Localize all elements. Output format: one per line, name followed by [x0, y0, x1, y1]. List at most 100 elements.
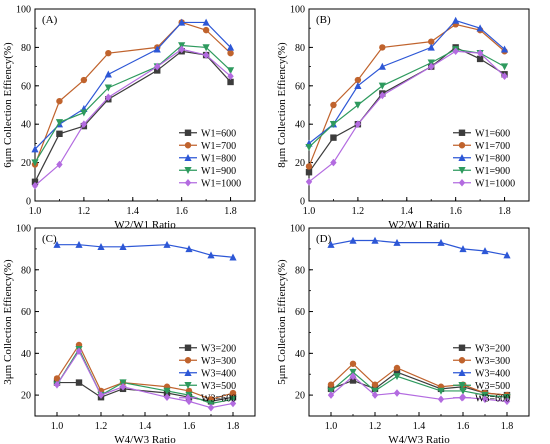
y-tick-label: 80 [21, 43, 31, 54]
data-point [452, 47, 459, 56]
data-point [501, 72, 508, 80]
series-line [308, 46, 505, 173]
data-point [305, 163, 313, 170]
data-point [427, 43, 435, 51]
data-point [349, 377, 357, 384]
data-point [393, 389, 401, 397]
data-point [349, 368, 357, 376]
data-point [97, 391, 105, 399]
series-line [308, 19, 505, 144]
series-line [57, 244, 234, 258]
chart-panel-2: 1.0 1.2 1.4 1.6 1.8 0 20 40 60 80 100 W2/W1 Ratio 8μ… [276, 5, 530, 231]
data-point [378, 62, 386, 70]
panel-label: (A) [42, 14, 58, 26]
series-line [34, 21, 231, 165]
legend-entry: W3=500 [201, 381, 236, 392]
data-point [178, 18, 186, 26]
data-point [371, 391, 379, 399]
data-point [305, 169, 313, 176]
data-point [503, 394, 511, 401]
data-point [503, 397, 511, 406]
series-W3=600 [53, 347, 237, 412]
data-point [75, 347, 83, 356]
panel-label: (B) [316, 14, 331, 26]
data-point [393, 368, 401, 376]
legend-marker [184, 178, 192, 187]
data-point [31, 159, 39, 167]
data-point [105, 49, 112, 57]
data-point [229, 396, 237, 404]
y-axis-label: 3μm Collection Effiency(%) [2, 259, 14, 385]
data-point [229, 399, 237, 408]
data-point [56, 160, 63, 169]
y-tick-label: 40 [295, 120, 305, 131]
x-axis-label: W4/W3 Ratio [388, 434, 450, 444]
x-tick-label: 1.0 [29, 206, 42, 217]
data-point [226, 43, 235, 51]
legend-entry: W3=300 [475, 356, 510, 367]
data-point [207, 403, 215, 412]
legend-entry: W1=1000 [475, 178, 515, 189]
data-point [105, 93, 112, 102]
x-tick-label: 1.4 [413, 421, 426, 432]
legend-marker [184, 344, 192, 351]
data-point [476, 49, 484, 57]
x-tick-label: 1.6 [175, 206, 188, 217]
data-point [31, 178, 39, 185]
series-W3=500 [327, 368, 511, 401]
data-point [305, 144, 313, 152]
x-tick-label: 1.4 [401, 206, 414, 217]
data-point [53, 375, 61, 382]
legend-entry: W1=800 [201, 153, 236, 164]
data-point [393, 238, 401, 246]
data-point [481, 247, 489, 255]
legend-marker [184, 382, 192, 390]
data-point [202, 18, 210, 26]
data-point [428, 38, 435, 45]
legend-entry: W3=600 [201, 393, 236, 404]
x-tick-label: 1.4 [127, 206, 140, 217]
data-point [185, 397, 193, 406]
data-point [305, 178, 313, 186]
data-point [207, 251, 215, 259]
series-line [330, 362, 508, 396]
legend-marker [458, 368, 466, 376]
series-line [56, 343, 234, 400]
data-point [349, 372, 357, 381]
x-axis-label: W2/W1 Ratio [388, 219, 450, 231]
series-line [34, 21, 231, 150]
data-point [327, 240, 335, 248]
legend-marker [184, 393, 192, 402]
data-point [154, 67, 161, 74]
legend-marker [184, 167, 192, 175]
x-tick-label: 1.4 [139, 421, 152, 432]
data-point [202, 26, 210, 34]
data-point [80, 120, 88, 128]
y-tick-label: 60 [295, 81, 305, 92]
y-tick-label: 40 [21, 349, 31, 360]
data-point [500, 63, 509, 71]
legend-entry: W3=200 [201, 343, 236, 354]
data-point [56, 97, 63, 105]
data-point [330, 101, 337, 109]
data-point [227, 72, 234, 80]
panel-label: (C) [42, 233, 57, 245]
legend-marker [458, 142, 466, 149]
x-tick-label: 1.6 [449, 206, 462, 217]
data-point [55, 119, 64, 127]
data-point [371, 387, 379, 395]
data-point [379, 91, 386, 100]
series-line [34, 44, 231, 163]
data-point [371, 236, 379, 244]
y-tick-label: 40 [21, 120, 31, 131]
data-point [80, 76, 88, 84]
legend-marker [458, 153, 466, 161]
series-W3=600 [327, 372, 511, 406]
data-point [329, 121, 338, 128]
data-point [349, 360, 357, 367]
x-tick-label: 1.0 [325, 421, 338, 432]
data-point [163, 393, 171, 401]
y-tick-label: 80 [295, 43, 305, 54]
data-point [75, 379, 83, 386]
